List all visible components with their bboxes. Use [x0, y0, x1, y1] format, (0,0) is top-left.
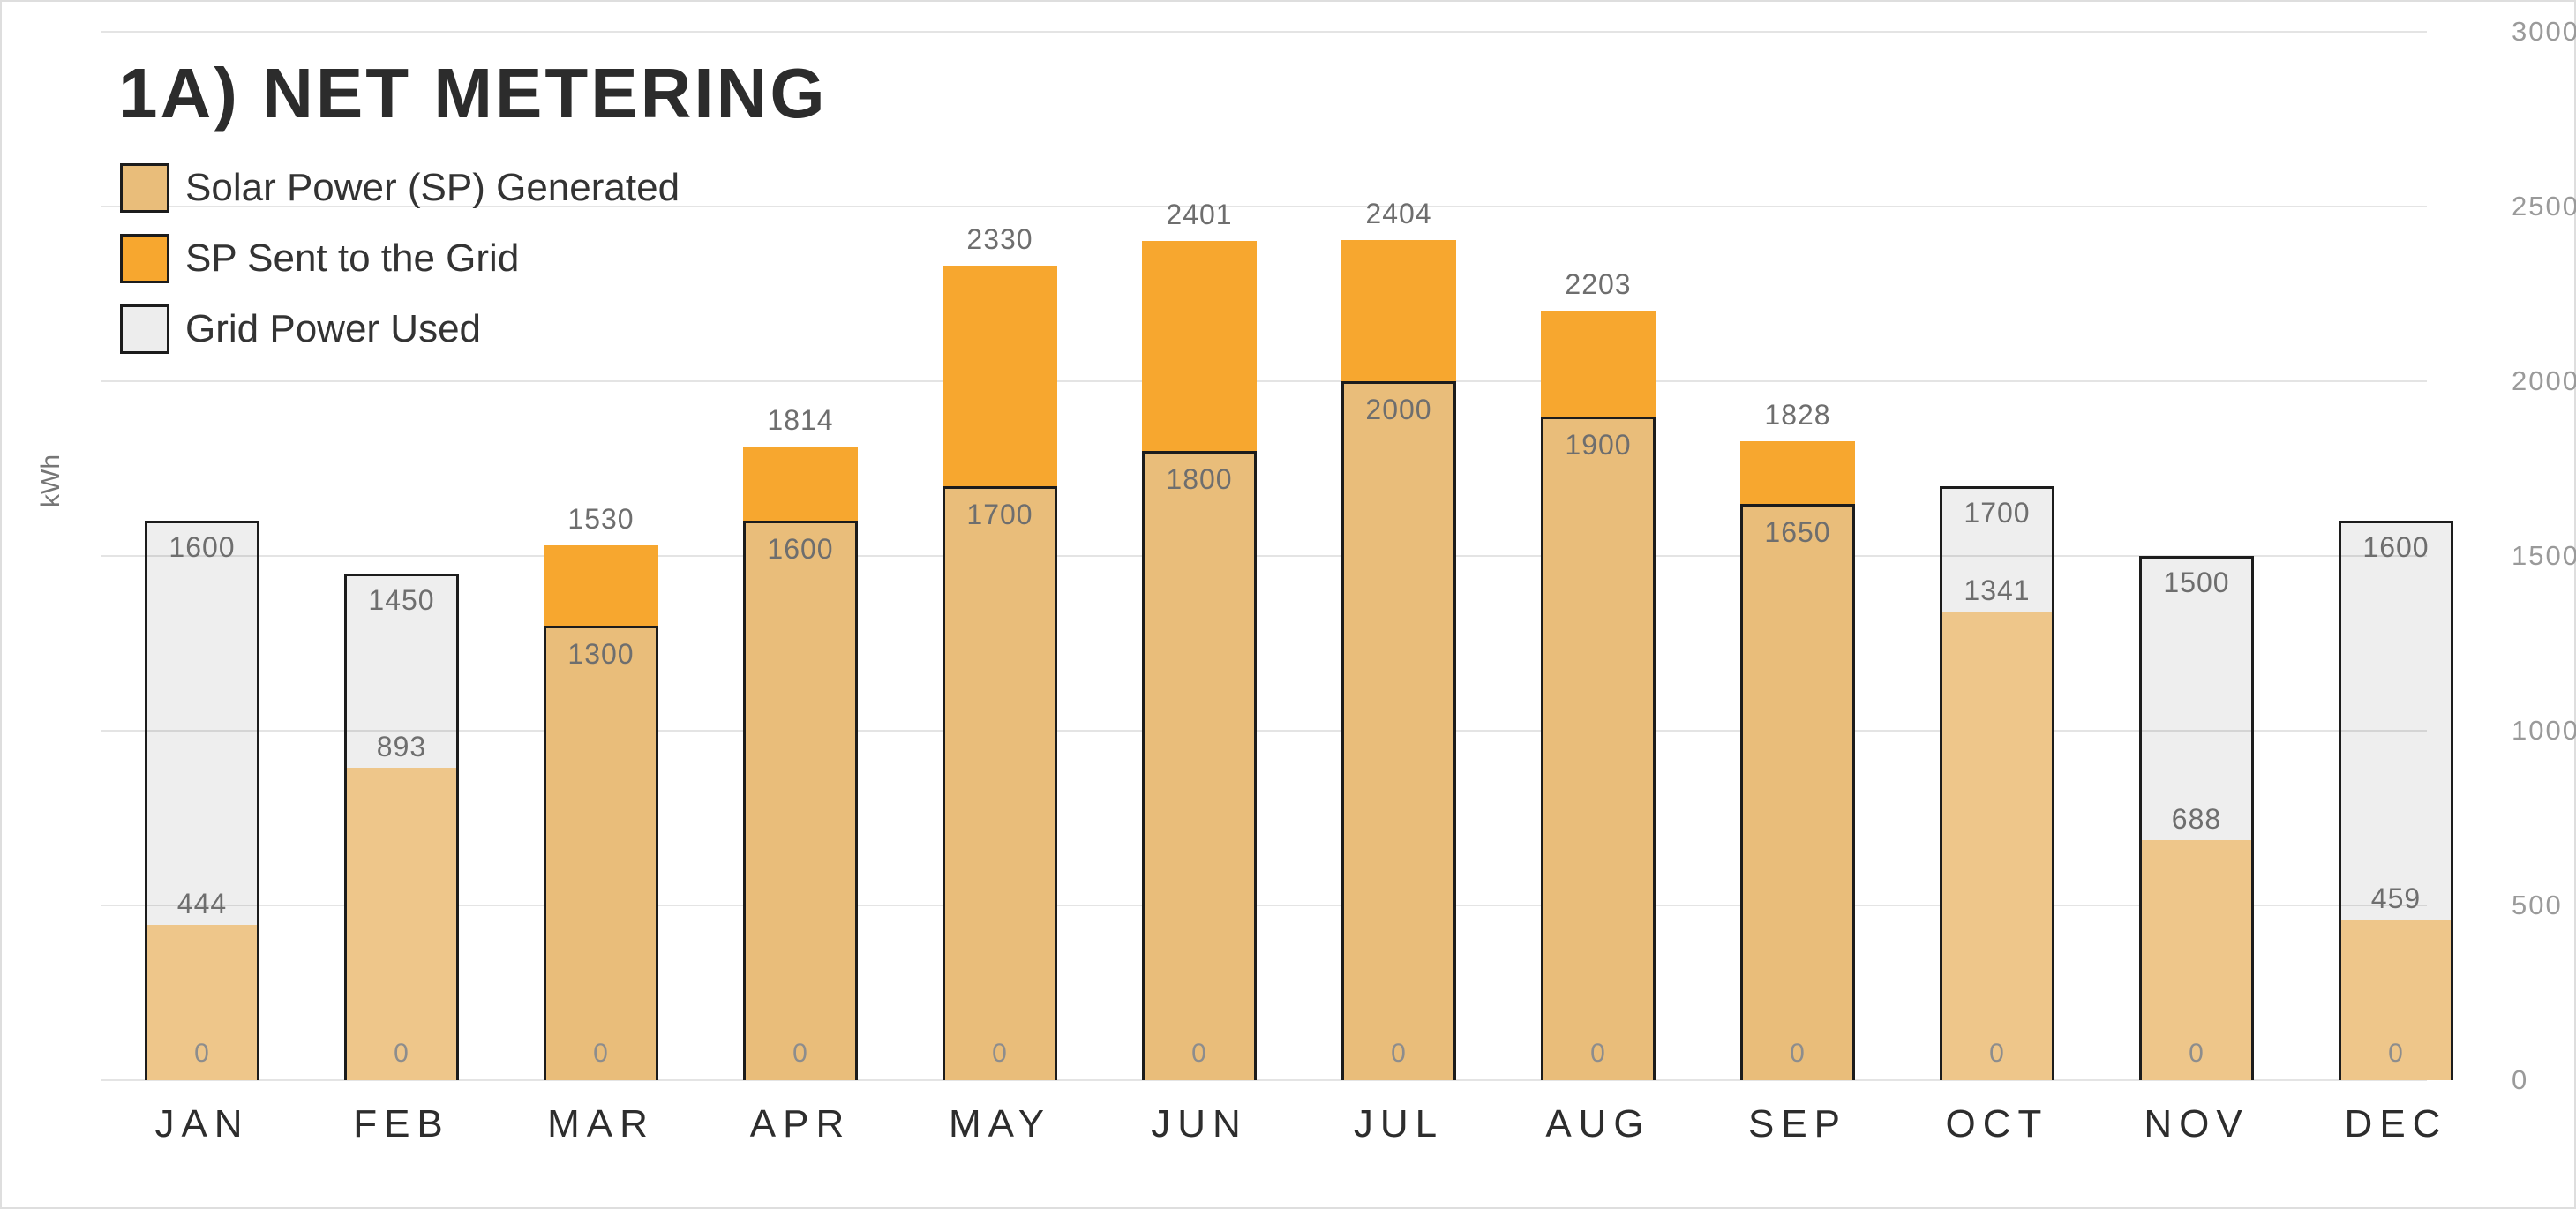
y-axis-tick-label: 2000 [2512, 365, 2576, 396]
solar-generated-segment [2142, 840, 2251, 1080]
x-axis-month-label: APR [749, 1102, 852, 1145]
gridline [101, 555, 2427, 557]
solar-generated-segment [743, 521, 858, 1080]
sp-sent-to-grid-segment [743, 447, 858, 521]
solar-value-label: 1650 [1764, 516, 1831, 548]
x-axis-month-label: SEP [1747, 1102, 1848, 1145]
solar-generated-segment [1541, 417, 1656, 1080]
solar-value-label: 1700 [966, 499, 1033, 530]
gridline [101, 380, 2427, 382]
zero-value-label: 0 [1989, 1039, 2005, 1068]
x-axis-month-label: OCT [1945, 1102, 2049, 1145]
zero-value-label: 0 [194, 1039, 210, 1068]
stack-total-value-label: 1828 [1764, 399, 1831, 431]
legend-swatch-solar-icon [120, 163, 169, 213]
sp-sent-to-grid-segment [1142, 241, 1257, 451]
solar-value-label: 1341 [1964, 574, 2031, 606]
y-axis-tick-label: 1000 [2512, 715, 2576, 746]
stack-total-value-label: 2401 [1166, 199, 1233, 230]
x-axis-month-label: DEC [2344, 1102, 2448, 1145]
x-axis-month-label: JAN [154, 1102, 250, 1145]
legend-label: Solar Power (SP) Generated [185, 166, 680, 209]
chart-legend: Solar Power (SP) Generated SP Sent to th… [120, 162, 680, 374]
solar-generated-segment [2341, 920, 2451, 1080]
stack-total-value-label: 2330 [966, 223, 1033, 255]
solar-generated-segment [347, 768, 456, 1080]
y-axis-tick-label: 1500 [2512, 540, 2576, 571]
legend-item-sent-to-grid: SP Sent to the Grid [120, 233, 680, 284]
sp-sent-to-grid-segment [943, 266, 1057, 486]
grid-total-value-label: 1500 [2163, 567, 2230, 598]
gridline [101, 905, 2427, 906]
solar-value-label: 893 [376, 731, 427, 762]
grid-total-value-label: 1700 [1964, 497, 2031, 529]
stack-total-value-label: 1814 [767, 404, 834, 436]
legend-label: Grid Power Used [185, 307, 482, 350]
y-axis-tick-label: 2500 [2512, 191, 2576, 222]
gridline [101, 31, 2427, 33]
solar-generated-segment [1341, 381, 1456, 1080]
y-axis-tick-label: 3000 [2512, 16, 2576, 47]
legend-swatch-sent-icon [120, 234, 169, 283]
solar-value-label: 2000 [1365, 394, 1432, 425]
x-axis-month-label: AUG [1545, 1102, 1651, 1145]
solar-value-label: 1600 [767, 533, 834, 565]
sp-sent-to-grid-segment [1541, 311, 1656, 417]
x-axis-month-label: JUL [1353, 1102, 1445, 1145]
zero-value-label: 0 [2388, 1039, 2404, 1068]
x-axis-month-label: NOV [2144, 1102, 2249, 1145]
zero-value-label: 0 [1391, 1039, 1407, 1068]
zero-value-label: 0 [2189, 1039, 2204, 1068]
zero-value-label: 0 [1191, 1039, 1207, 1068]
y-axis-tick-label: 500 [2512, 890, 2563, 920]
x-axis-month-label: MAR [547, 1102, 655, 1145]
solar-value-label: 459 [2370, 882, 2422, 914]
zero-value-label: 0 [1590, 1039, 1606, 1068]
solar-value-label: 444 [176, 888, 228, 920]
stack-total-value-label: 2203 [1565, 268, 1632, 300]
y-axis-unit-label: kWh [36, 454, 65, 507]
stack-total-value-label: 2404 [1365, 198, 1432, 229]
zero-value-label: 0 [792, 1039, 808, 1068]
y-axis-tick-label: 0 [2512, 1064, 2529, 1095]
x-axis-month-label: FEB [353, 1102, 450, 1145]
legend-item-grid-power: Grid Power Used [120, 304, 680, 355]
legend-swatch-grid-icon [120, 304, 169, 354]
grid-total-value-label: 1450 [368, 584, 435, 616]
gridline [101, 730, 2427, 732]
solar-generated-segment [544, 626, 658, 1080]
legend-item-solar-generated: Solar Power (SP) Generated [120, 162, 680, 214]
gridline [101, 1079, 2427, 1081]
gridline [101, 206, 2427, 207]
x-axis-month-label: JUN [1151, 1102, 1248, 1145]
zero-value-label: 0 [394, 1039, 409, 1068]
page-title: 1A) NET METERING [118, 54, 828, 132]
zero-value-label: 0 [593, 1039, 609, 1068]
stack-total-value-label: 1530 [567, 503, 635, 535]
solar-value-label: 1800 [1166, 463, 1233, 495]
solar-generated-segment [147, 925, 257, 1080]
grid-total-value-label: 1600 [169, 531, 236, 563]
solar-value-label: 1300 [567, 638, 635, 670]
solar-value-label: 688 [2171, 803, 2222, 835]
grid-total-value-label: 1600 [2362, 531, 2430, 563]
solar-generated-segment [1142, 451, 1257, 1080]
x-axis-month-label: MAY [948, 1102, 1052, 1145]
sp-sent-to-grid-segment [1341, 240, 1456, 381]
legend-label: SP Sent to the Grid [185, 237, 520, 280]
zero-value-label: 0 [992, 1039, 1008, 1068]
solar-generated-segment [943, 486, 1057, 1080]
solar-generated-segment [1740, 504, 1855, 1080]
sp-sent-to-grid-segment [1740, 441, 1855, 504]
solar-generated-segment [1942, 612, 2052, 1080]
sp-sent-to-grid-segment [544, 545, 658, 626]
solar-value-label: 1900 [1565, 429, 1632, 461]
zero-value-label: 0 [1790, 1039, 1806, 1068]
